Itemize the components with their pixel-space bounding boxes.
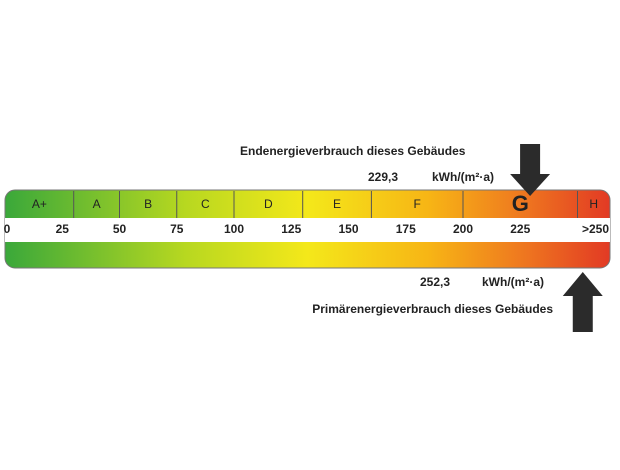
indicator-value: 252,3 — [420, 275, 450, 289]
tick-label: 225 — [510, 222, 530, 236]
class-label: D — [264, 197, 273, 211]
tick-label: 0 — [4, 222, 11, 236]
indicator-unit: kWh/(m²·a) — [432, 170, 494, 184]
class-label: G — [512, 191, 529, 216]
tick-label: 25 — [56, 222, 70, 236]
indicator-unit: kWh/(m²·a) — [482, 275, 544, 289]
tick-label: 125 — [281, 222, 301, 236]
indicator-arrow — [510, 144, 551, 196]
scale-white-band — [5, 218, 610, 242]
class-label: F — [414, 197, 421, 211]
tick-label: 200 — [453, 222, 473, 236]
class-label: A+ — [32, 197, 47, 211]
tick-label: 75 — [170, 222, 184, 236]
class-label: B — [144, 197, 152, 211]
tick-label: 50 — [113, 222, 127, 236]
indicator-title: Primärenergieverbrauch dieses Gebäudes — [312, 302, 553, 316]
class-label: E — [333, 197, 341, 211]
indicator-arrow — [562, 272, 603, 332]
tick-label: 150 — [338, 222, 358, 236]
indicator-value: 229,3 — [368, 170, 398, 184]
tick-label: 175 — [396, 222, 416, 236]
tick-label: 100 — [224, 222, 244, 236]
class-label: C — [201, 197, 210, 211]
class-label: H — [589, 197, 598, 211]
class-label: A — [93, 197, 101, 211]
indicator-title: Endenergieverbrauch dieses Gebäudes — [240, 144, 466, 158]
tick-label: >250 — [582, 222, 609, 236]
